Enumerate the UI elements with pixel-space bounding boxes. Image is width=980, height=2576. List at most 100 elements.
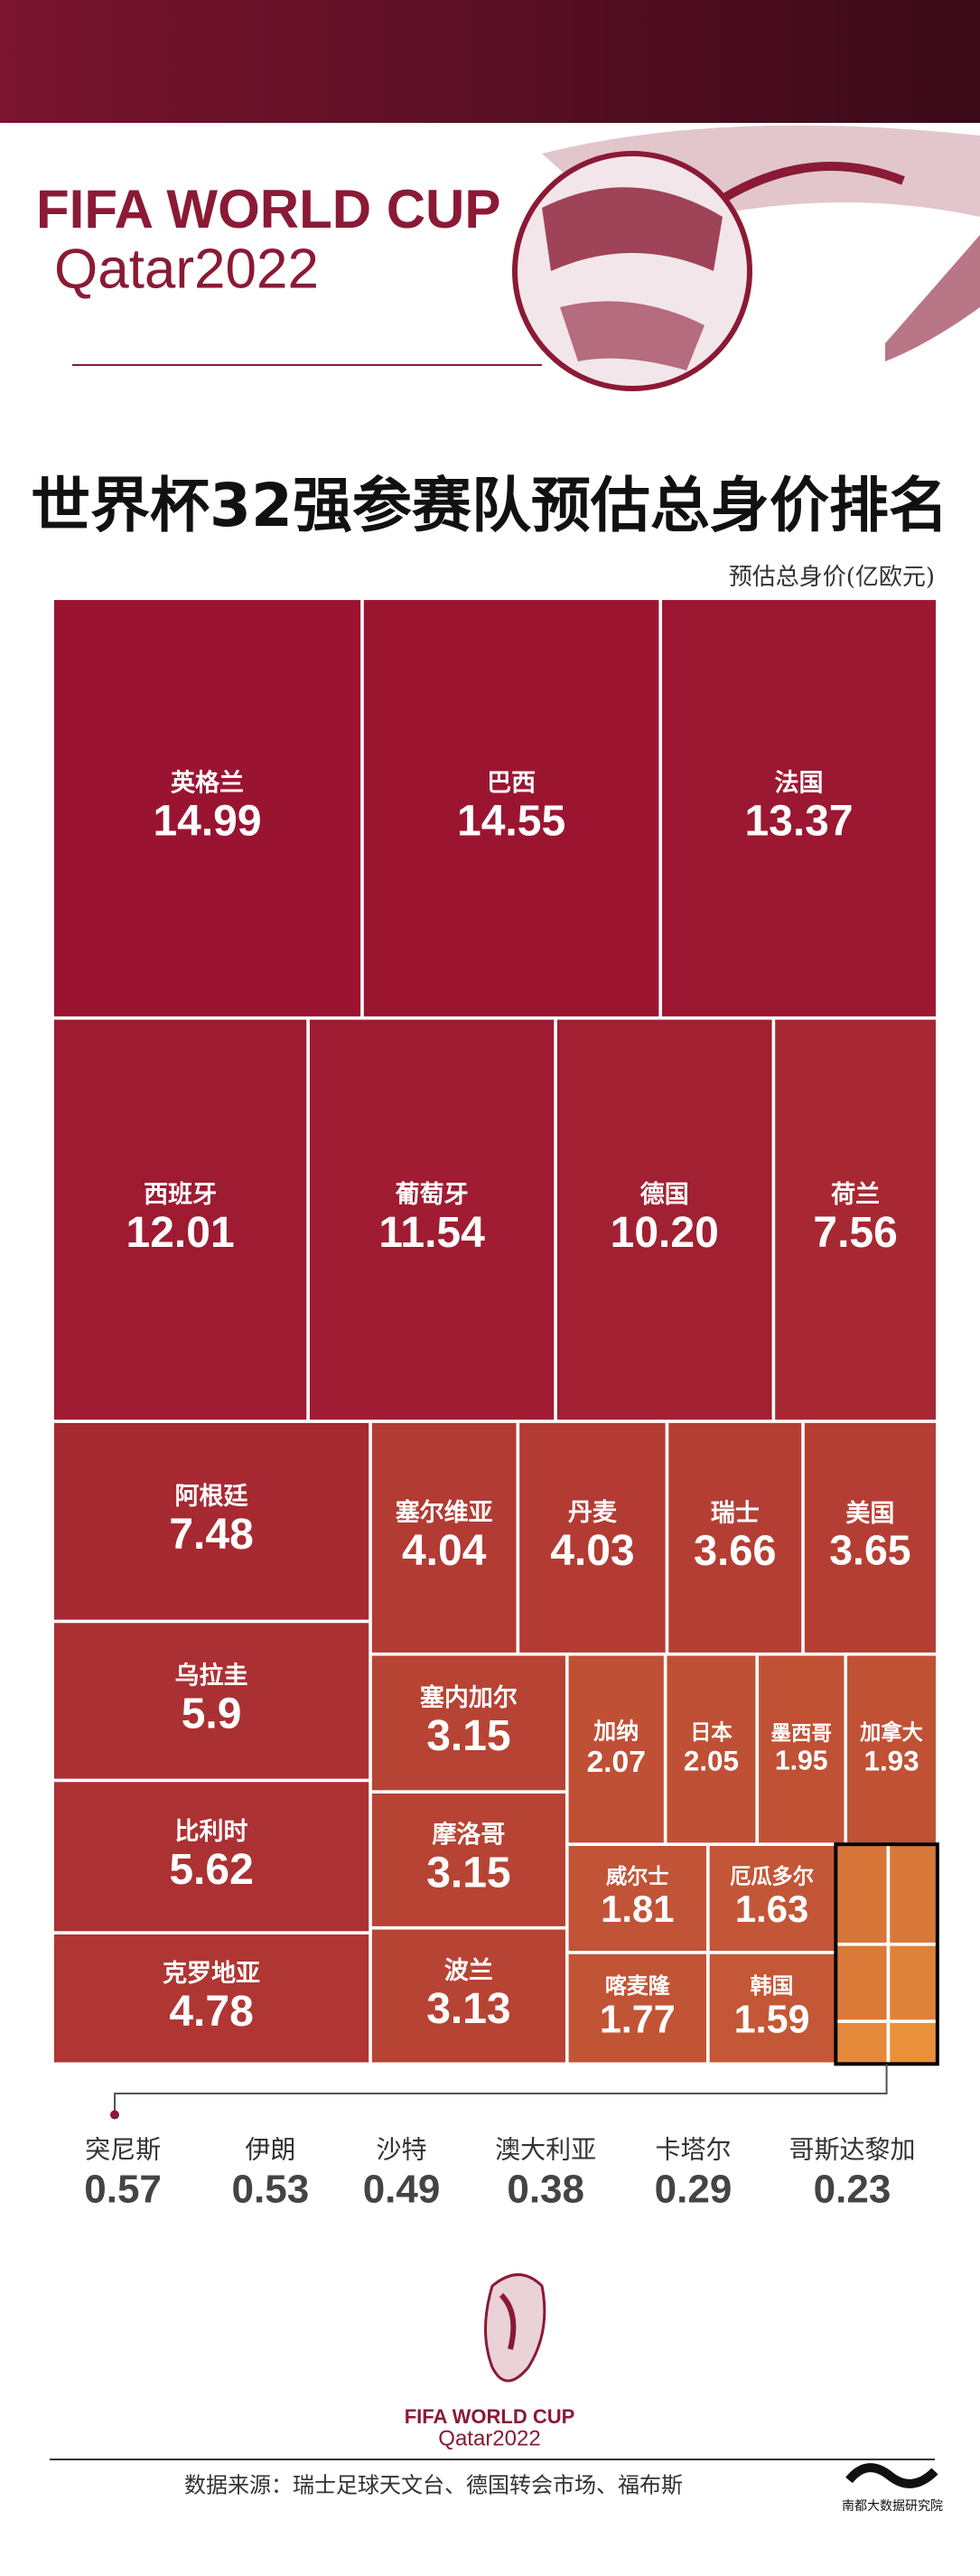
- team-name: 波兰: [444, 1957, 493, 1985]
- team-value: 14.55: [457, 798, 565, 846]
- team-name: 加纳: [593, 1718, 639, 1744]
- team-value: 5.62: [169, 1846, 253, 1894]
- team-name: 韩国: [751, 1973, 794, 1999]
- team-value: 4.04: [402, 1527, 487, 1575]
- ball-graphic: [512, 125, 980, 391]
- treemap-cell: [837, 1845, 887, 1944]
- header-brand: FIFA WORLD CUP: [36, 179, 500, 239]
- team-value: 11.54: [378, 1209, 485, 1257]
- team-name: 厄瓜多尔: [730, 1865, 814, 1889]
- leader-line: [114, 2064, 888, 2112]
- unit-label: 预估总身价(亿欧元): [729, 564, 935, 591]
- treemap-cell: [890, 2022, 937, 2063]
- small-team-name: 卡塔尔: [655, 2134, 731, 2164]
- treemap-cell: [837, 2022, 887, 2063]
- treemap-cell: [53, 600, 361, 1016]
- header-edition: Qatar2022: [54, 238, 319, 300]
- small-team-name: 哥斯达黎加: [789, 2134, 915, 2164]
- team-name: 威尔士: [606, 1865, 669, 1889]
- treemap-cell: [53, 1934, 369, 2063]
- treemap-cell: [53, 1623, 369, 1779]
- team-value: 1.95: [775, 1747, 828, 1776]
- treemap-cell: [709, 1845, 835, 1952]
- small-team-name: 突尼斯: [85, 2134, 161, 2164]
- treemap-cell: [371, 1929, 565, 2063]
- team-value: 5.9: [182, 1691, 242, 1738]
- small-team-name: 伊朗: [245, 2134, 295, 2164]
- team-name: 塞尔维亚: [396, 1498, 493, 1527]
- team-value: 4.78: [169, 1988, 253, 2036]
- team-value: 7.48: [169, 1511, 253, 1559]
- team-value: 1.59: [734, 1999, 810, 2042]
- small-team-value: 0.53: [232, 2167, 310, 2211]
- treemap-cell: [309, 1019, 555, 1420]
- team-value: 1.81: [601, 1888, 674, 1930]
- treemap-cell: [662, 600, 937, 1016]
- team-name: 德国: [640, 1181, 689, 1209]
- treemap-cell: [890, 1845, 937, 1944]
- team-name: 墨西哥: [771, 1722, 832, 1746]
- team-value: 4.03: [550, 1527, 634, 1575]
- treemap-cell: [568, 1845, 706, 1952]
- team-value: 12.01: [126, 1209, 235, 1257]
- treemap-cell: [371, 1655, 565, 1791]
- team-name: 法国: [775, 770, 824, 798]
- team-value: 3.66: [694, 1526, 777, 1574]
- small-team-value: 0.49: [363, 2167, 441, 2211]
- small-team-value: 0.23: [814, 2167, 891, 2211]
- treemap-cell: [371, 1793, 565, 1926]
- team-value: 3.15: [426, 1712, 510, 1760]
- treemap-cell: [847, 1655, 937, 1843]
- footer-logo: [484, 2273, 546, 2383]
- team-name: 比利时: [175, 1818, 248, 1846]
- treemap-cell: [556, 1019, 772, 1420]
- team-name: 丹麦: [568, 1499, 618, 1527]
- treemap-cell: [668, 1422, 802, 1653]
- treemap-cell: [53, 1019, 307, 1420]
- small-team-name: 澳大利亚: [495, 2134, 596, 2164]
- team-value: 14.99: [153, 798, 261, 846]
- treemap-cell: [890, 1945, 937, 2020]
- treemap-cell: [53, 1782, 369, 1932]
- treemap-cell: [568, 1655, 664, 1843]
- team-value: 1.77: [600, 1999, 676, 2042]
- chart-title: 世界杯32强参赛队预估总身价排名: [31, 471, 948, 540]
- team-name: 克罗地亚: [163, 1959, 260, 1988]
- team-name: 美国: [845, 1499, 894, 1528]
- team-name: 阿根廷: [175, 1483, 248, 1511]
- team-name: 荷兰: [831, 1181, 880, 1209]
- treemap-cell: [709, 1953, 835, 2063]
- team-name: 摩洛哥: [432, 1821, 505, 1850]
- small-team-name: 沙特: [377, 2134, 427, 2164]
- treemap-cell: [363, 600, 659, 1016]
- team-value: 2.05: [684, 1745, 739, 1776]
- treemap-cell: [759, 1655, 845, 1843]
- publisher-logo: [845, 2463, 938, 2488]
- team-value: 1.63: [735, 1888, 808, 1930]
- treemap-cell: [775, 1019, 937, 1420]
- treemap-cell: [568, 1953, 706, 2063]
- team-name: 加拿大: [859, 1719, 924, 1745]
- team-value: 3.65: [829, 1527, 910, 1574]
- small-team-value: 0.57: [84, 2167, 162, 2211]
- team-value: 3.13: [426, 1985, 510, 2033]
- treemap-cell: [667, 1655, 756, 1843]
- small-team-value: 0.29: [655, 2167, 733, 2211]
- team-name: 西班牙: [144, 1181, 217, 1209]
- treemap-cell: [53, 1422, 369, 1620]
- team-value: 13.37: [744, 798, 853, 846]
- treemap-cell: [837, 1945, 887, 2020]
- team-name: 乌拉圭: [175, 1662, 248, 1691]
- team-name: 英格兰: [171, 770, 244, 798]
- small-team-value: 0.38: [507, 2167, 584, 2211]
- team-name: 瑞士: [711, 1500, 760, 1528]
- leader-dot: [110, 2110, 120, 2120]
- team-value: 7.56: [813, 1209, 897, 1257]
- source: 数据来源：瑞士足球天文台、德国转会市场、福布斯: [184, 2473, 683, 2498]
- footer-brand: FIFA WORLD CUP: [405, 2405, 575, 2428]
- team-value: 10.20: [611, 1209, 719, 1257]
- team-name: 塞内加尔: [420, 1683, 518, 1712]
